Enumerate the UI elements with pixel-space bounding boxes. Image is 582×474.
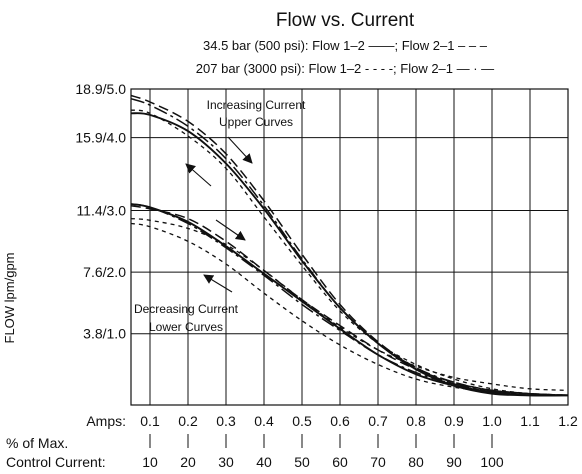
y-tick-label: 18.9/5.0	[75, 81, 126, 97]
curve-lower-solid	[130, 203, 569, 397]
annotation-upper-curves: Upper Curves	[219, 115, 293, 129]
amps-tick-label: 0.6	[330, 413, 350, 429]
amps-tick-label: 1.1	[520, 413, 540, 429]
flow-curves	[130, 94, 569, 397]
amps-tick-label: 0.9	[444, 413, 464, 429]
chart-title: Flow vs. Current	[276, 10, 415, 31]
y-tick-label: 7.6/2.0	[83, 264, 126, 280]
curve-lower-dashed	[130, 204, 569, 397]
pct-tick-label: 60	[332, 454, 348, 470]
y-tick-label: 15.9/4.0	[75, 130, 126, 146]
amps-tick-labels: 0.1 0.2 0.3 0.4 0.5 0.6 0.7 0.8 0.9 1.0 1.1 1.2	[140, 413, 578, 429]
curve-lower-dashdot	[130, 203, 569, 397]
arrow-decreasing-lower	[203, 274, 233, 293]
amps-tick-label: 0.3	[216, 413, 236, 429]
curve-upper-dashed	[130, 94, 569, 397]
pct-tick-label: 70	[370, 454, 386, 470]
arrow-increasing-upper	[227, 136, 253, 164]
amps-tick-label: 0.8	[406, 413, 426, 429]
y-axis-label: FLOW lpm/gpm	[2, 252, 17, 343]
curve-upper-dotted	[130, 109, 569, 396]
amps-tick-label: 0.7	[368, 413, 388, 429]
annotation-lower-curves: Lower Curves	[149, 320, 223, 334]
pct-axis-label-line-1: % of Max.	[6, 435, 68, 451]
amps-axis-label: Amps:	[86, 413, 126, 429]
pct-tick-label: 80	[408, 454, 424, 470]
pct-tick-labels: 10 20 30 40 50 60 70 80 90 100	[142, 434, 504, 470]
arrow-decreasing-upper	[185, 163, 212, 187]
pct-tick-label: 20	[180, 454, 196, 470]
direction-arrows	[185, 136, 253, 293]
amps-tick-label: 0.2	[178, 413, 198, 429]
pct-tick-label: 50	[294, 454, 310, 470]
curve-lower-dotted	[130, 217, 569, 392]
y-tick-label: 11.4/3.0	[76, 203, 126, 219]
amps-tick-label: 1.2	[558, 413, 578, 429]
pct-tick-label: 90	[446, 454, 462, 470]
pct-tick-label: 40	[256, 454, 272, 470]
annotation-decreasing-current: Decreasing Current	[134, 302, 239, 316]
arrow-increasing-lower	[215, 219, 246, 241]
curve-upper-dashdot	[130, 97, 569, 397]
amps-tick-label: 0.4	[254, 413, 274, 429]
amps-tick-label: 1.0	[482, 413, 502, 429]
pct-tick-label: 100	[480, 454, 504, 470]
y-tick-labels: 18.9/5.0 15.9/4.0 11.4/3.0 7.6/2.0 3.8/1.0	[75, 81, 126, 342]
legend-line-1: 34.5 bar (500 psi): Flow 1–2 ——; Flow 2–…	[203, 38, 488, 53]
annotation-increasing-current: Increasing Current	[207, 98, 306, 112]
amps-tick-label: 0.5	[292, 413, 312, 429]
y-tick-label: 3.8/1.0	[83, 326, 126, 342]
pct-tick-label: 30	[218, 454, 234, 470]
plot-frame	[130, 88, 569, 406]
pct-axis-label-line-2: Control Current:	[6, 454, 106, 470]
pct-tick-label: 10	[142, 454, 158, 470]
curve-upper-solid	[130, 112, 569, 397]
amps-tick-label: 0.1	[140, 413, 160, 429]
legend-line-2: 207 bar (3000 psi): Flow 1–2 - - - -; Fl…	[196, 61, 494, 76]
